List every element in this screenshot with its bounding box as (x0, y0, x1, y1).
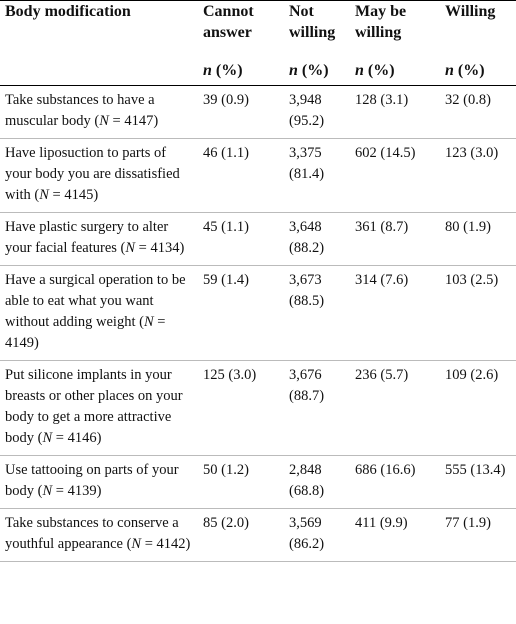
value-cell: 39 (0.9) (203, 92, 249, 108)
value-cell: 59 (1.4) (203, 272, 249, 288)
table-row: Have a surgical operation to be able to … (0, 266, 516, 361)
table-row: Put silicone implants in your breasts or… (0, 361, 516, 456)
header-cell: Body modification (0, 1, 198, 86)
table-row: Have liposuction to parts of your body y… (0, 139, 516, 213)
value-cell: 555 (13.4) (445, 462, 506, 478)
unit-symbol: n (355, 62, 364, 79)
table-row: Take substances to have a muscular body … (0, 86, 516, 139)
unit-text: (%) (453, 62, 485, 79)
label-text: Have liposuction to parts of your body y… (5, 145, 180, 203)
row-label: Use tattooing on parts of your body (N =… (0, 456, 198, 509)
table-row: Use tattooing on parts of your body (N =… (0, 456, 516, 509)
table-row: Have plastic surgery to alter your facia… (0, 213, 516, 266)
row-label: Have plastic surgery to alter your facia… (0, 213, 198, 266)
value-cell: 3,648 (88.2) (289, 219, 325, 256)
unit-text: (%) (363, 62, 395, 79)
value-cell: 125 (3.0) (203, 367, 257, 383)
header-wrap: Not willing n (%) (289, 1, 345, 81)
unit-symbol: n (289, 62, 298, 79)
n-symbol: N (42, 483, 53, 499)
header-wrap: Willing n (%) (445, 1, 511, 81)
unit-text: (%) (211, 62, 243, 79)
n-text: = 4147) (108, 113, 159, 129)
n-symbol: N (42, 430, 53, 446)
header-unit: n (%) (203, 60, 279, 81)
data-table: Body modification Cannot answer n (%) Not w… (0, 0, 516, 562)
header-wrap: May be willing n (%) (355, 1, 435, 81)
n-symbol: N (99, 113, 109, 129)
header-title: Willing (445, 3, 496, 20)
n-symbol: N (131, 536, 142, 552)
label-text: Use tattooing on parts of your body ( (5, 462, 179, 499)
value-cell: 3,673 (88.5) (289, 272, 325, 309)
value-cell: 411 (9.9) (355, 515, 408, 531)
table-body: Take substances to have a muscular body … (0, 86, 516, 562)
header-row: Body modification Cannot answer n (%) Not w… (0, 0, 516, 86)
header-cell: Willing n (%) (440, 1, 516, 86)
value-cell: 3,375 (81.4) (289, 145, 325, 182)
n-symbol: N (39, 187, 49, 203)
value-cell: 45 (1.1) (203, 219, 249, 235)
row-label: Have a surgical operation to be able to … (0, 266, 198, 361)
header-title: Not willing (289, 3, 336, 41)
row-label: Take substances to conserve a youthful a… (0, 509, 198, 562)
row-label: Take substances to have a muscular body … (0, 86, 198, 139)
label-text: Take substances to conserve a youthful a… (5, 515, 179, 552)
header-wrap: Cannot answer n (%) (203, 1, 279, 81)
n-symbol: N (125, 240, 136, 256)
header-unit: n (%) (355, 60, 435, 81)
n-text: = 4145) (48, 187, 99, 203)
header-title: May be willing (355, 3, 407, 41)
label-text: Have plastic surgery to alter your facia… (5, 219, 169, 256)
n-text: = 4134) (135, 240, 185, 256)
value-cell: 32 (0.8) (445, 92, 491, 108)
label-text: Take substances to have a muscular body … (5, 92, 155, 129)
unit-symbol: n (203, 62, 212, 79)
value-cell: 314 (7.6) (355, 272, 409, 288)
value-cell: 686 (16.6) (355, 462, 416, 478)
n-text: = 4146) (52, 430, 102, 446)
row-label: Put silicone implants in your breasts or… (0, 361, 198, 456)
n-text: = 4142) (141, 536, 191, 552)
header-title: Body modification (5, 3, 131, 20)
header-unit: n (%) (445, 60, 511, 81)
table-row: Take substances to conserve a youthful a… (0, 509, 516, 562)
header-cell: May be willing n (%) (350, 1, 440, 86)
value-cell: 602 (14.5) (355, 145, 416, 161)
n-text: = 4139) (52, 483, 102, 499)
value-cell: 3,676 (88.7) (289, 367, 325, 404)
value-cell: 361 (8.7) (355, 219, 409, 235)
label-text: Put silicone implants in your breasts or… (5, 367, 183, 446)
header-title: Cannot answer (203, 3, 254, 41)
n-text: = 4149) (5, 314, 166, 351)
header-wrap: Body modification (5, 1, 193, 81)
value-cell: 2,848 (68.8) (289, 462, 325, 499)
value-cell: 109 (2.6) (445, 367, 499, 383)
value-cell: 3,948 (95.2) (289, 92, 325, 129)
header-unit: n (%) (289, 60, 345, 81)
header-cell: Cannot answer n (%) (198, 1, 284, 86)
label-text: Have a surgical operation to be able to … (5, 272, 186, 330)
n-symbol: N (143, 314, 154, 330)
value-cell: 77 (1.9) (445, 515, 491, 531)
header-cell: Not willing n (%) (284, 1, 350, 86)
value-cell: 50 (1.2) (203, 462, 249, 478)
value-cell: 46 (1.1) (203, 145, 249, 161)
value-cell: 103 (2.5) (445, 272, 499, 288)
value-cell: 3,569 (86.2) (289, 515, 325, 552)
value-cell: 128 (3.1) (355, 92, 409, 108)
value-cell: 85 (2.0) (203, 515, 249, 531)
unit-text: (%) (297, 62, 329, 79)
value-cell: 236 (5.7) (355, 367, 409, 383)
value-cell: 123 (3.0) (445, 145, 499, 161)
value-cell: 80 (1.9) (445, 219, 491, 235)
unit-symbol: n (445, 62, 454, 79)
table-header: Body modification Cannot answer n (%) Not w… (0, 0, 516, 86)
row-label: Have liposuction to parts of your body y… (0, 139, 198, 213)
